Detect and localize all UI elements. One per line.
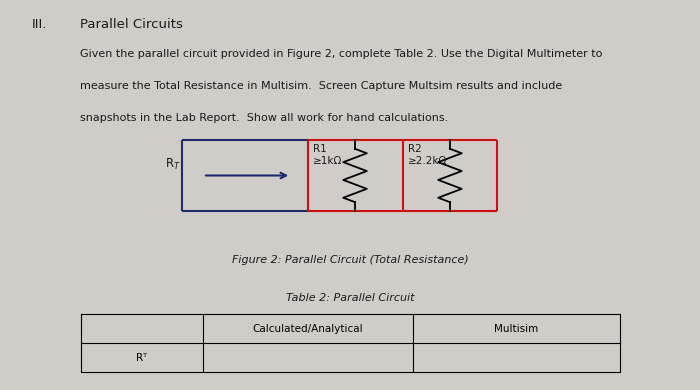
Text: Figure 2: Parallel Circuit (Total Resistance): Figure 2: Parallel Circuit (Total Resist… — [232, 255, 468, 266]
Text: R$_T$: R$_T$ — [165, 157, 181, 172]
Text: measure the Total Resistance in Multisim.  Screen Capture Multsim results and in: measure the Total Resistance in Multisim… — [80, 81, 563, 91]
Text: Parallel Circuits: Parallel Circuits — [80, 18, 183, 30]
Text: Given the parallel circuit provided in Figure 2, complete Table 2. Use the Digit: Given the parallel circuit provided in F… — [80, 49, 603, 59]
Text: R2: R2 — [407, 144, 421, 154]
Text: Table 2: Parallel Circuit: Table 2: Parallel Circuit — [286, 293, 414, 303]
Text: Calculated/Analytical: Calculated/Analytical — [253, 324, 363, 333]
Text: Rᵀ: Rᵀ — [136, 353, 147, 363]
Text: snapshots in the Lab Report.  Show all work for hand calculations.: snapshots in the Lab Report. Show all wo… — [80, 113, 449, 123]
Text: ≥2.2kΩ: ≥2.2kΩ — [407, 156, 447, 166]
Text: ≥1kΩ: ≥1kΩ — [313, 156, 342, 166]
Text: Multisim: Multisim — [494, 324, 538, 333]
Text: R1: R1 — [313, 144, 327, 154]
Text: III.: III. — [32, 18, 47, 30]
